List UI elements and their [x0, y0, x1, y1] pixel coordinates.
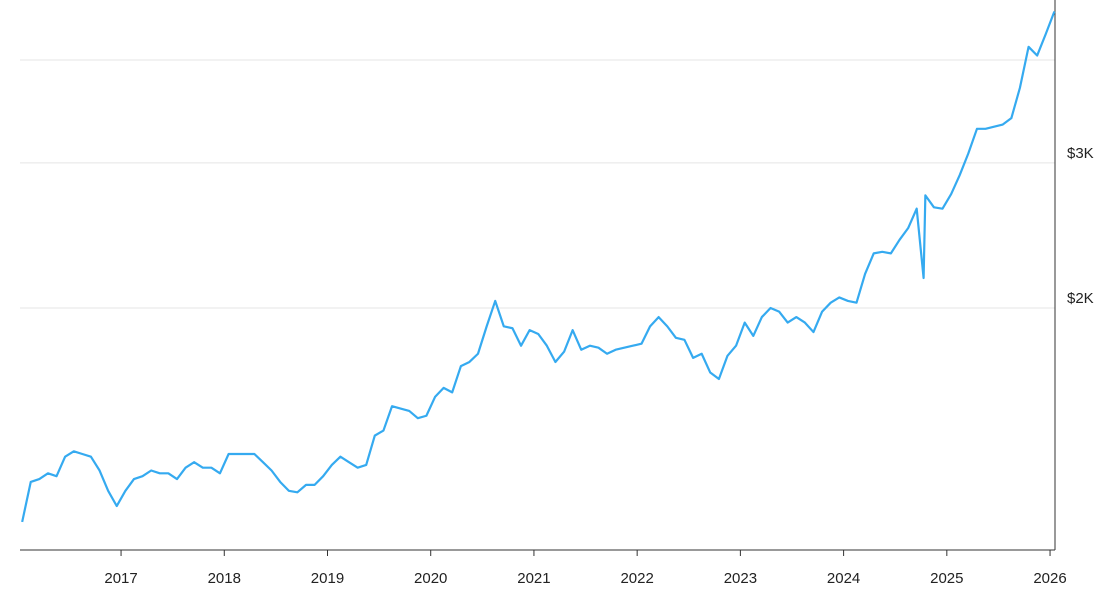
x-tick-label: 2021 [517, 570, 550, 587]
y-tick-label: $3K [1067, 145, 1094, 162]
x-tick-label: 2023 [724, 570, 757, 587]
x-tick-label: 2019 [311, 570, 344, 587]
x-tick-label: 2022 [620, 570, 653, 587]
y-tick-label: $2K [1067, 290, 1094, 307]
x-tick-label: 2026 [1033, 570, 1066, 587]
x-tick-label: 2018 [208, 570, 241, 587]
x-tick-label: 2025 [930, 570, 963, 587]
x-tick-label: 2020 [414, 570, 447, 587]
price-line [21, 11, 1056, 523]
x-tick-label: 2017 [104, 570, 137, 587]
x-tick-label: 2024 [827, 570, 860, 587]
